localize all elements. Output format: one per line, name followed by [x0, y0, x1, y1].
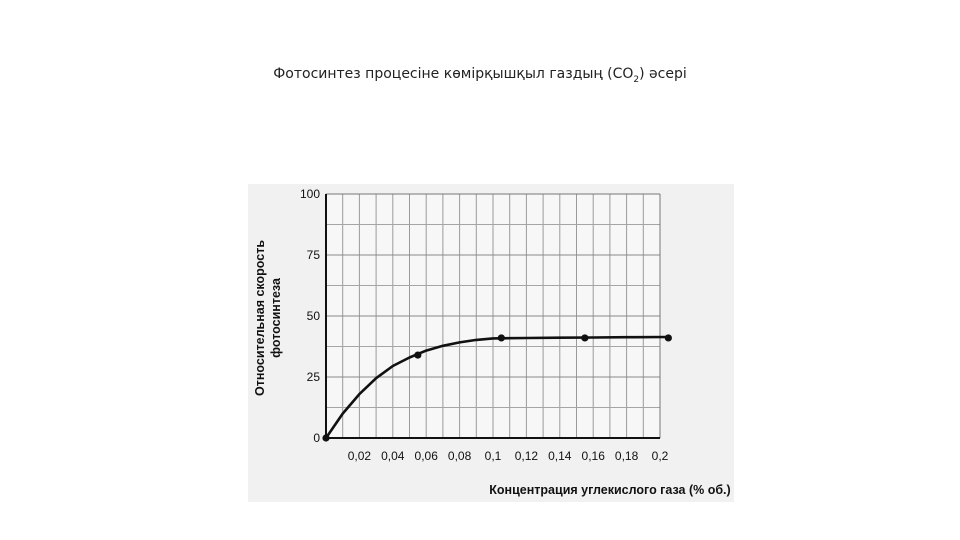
x-tick-label: 0,02	[348, 449, 372, 463]
chart-area: 0 25 50 75 100 0,02 0,04 0,06 0,08 0,1 0,12 0,14 0,1…	[248, 184, 734, 502]
x-tick-label: 0,04	[381, 449, 405, 463]
data-point	[322, 434, 330, 442]
x-tick-label: 0,14	[548, 449, 572, 463]
x-tick-label: 0,1	[485, 449, 502, 463]
x-axis-title: Концентрация углекислого газа (% об.)	[489, 483, 730, 497]
y-tick-label: 100	[300, 187, 320, 201]
x-tick-label: 0,16	[582, 449, 606, 463]
x-tick-label: 0,2	[652, 449, 669, 463]
y-tick-label: 0	[313, 431, 320, 445]
y-tick-label: 75	[307, 248, 321, 262]
data-point	[414, 351, 422, 359]
x-tick-label: 0,12	[515, 449, 539, 463]
title-end: ) әсері	[639, 66, 687, 82]
photosynthesis-chart: 0 25 50 75 100 0,02 0,04 0,06 0,08 0,1 0,12 0,14 0,1…	[253, 187, 731, 497]
y-axis-title-line1: Относительная скорость	[253, 240, 267, 396]
x-tick-label: 0,08	[448, 449, 472, 463]
x-tick-label: 0,06	[415, 449, 439, 463]
x-tick-label: 0,18	[615, 449, 639, 463]
y-tick-label: 50	[307, 309, 321, 323]
slide-title: Фотосинтез процесіне көмірқышқыл газдың …	[0, 66, 960, 85]
data-point	[497, 334, 505, 342]
data-point	[581, 334, 589, 342]
title-subscript: 2	[633, 74, 640, 85]
y-axis-title-line2: фотосинтеза	[269, 277, 283, 358]
title-main: Фотосинтез процесіне көмірқышқыл газдың …	[273, 66, 634, 82]
series-line	[324, 335, 670, 440]
y-tick-label: 25	[307, 370, 321, 384]
data-point	[664, 334, 672, 342]
